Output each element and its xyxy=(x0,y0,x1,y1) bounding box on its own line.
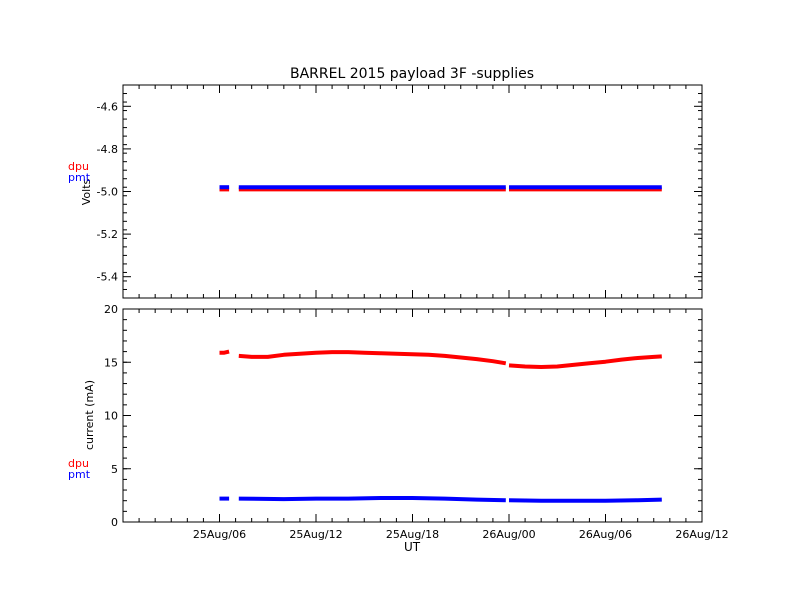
series-pmt-segment xyxy=(238,496,506,503)
series-dpu-segment xyxy=(219,349,230,355)
voltage-panel-frame xyxy=(122,84,703,299)
x-tick-label: 26Aug/06 xyxy=(579,528,632,541)
x-tick-label: 25Aug/06 xyxy=(193,528,246,541)
y-tick-label: -5.4 xyxy=(97,271,118,284)
voltage-legend-pmt: pmt xyxy=(68,171,91,184)
y-tick-label: 0 xyxy=(111,516,118,529)
y-tick-label: -4.8 xyxy=(97,143,118,156)
x-tick-label: 25Aug/18 xyxy=(386,528,439,541)
y-tick-label: 10 xyxy=(104,410,118,423)
series-dpu-segment xyxy=(508,354,662,369)
voltage-y-label: Volts xyxy=(80,178,93,205)
current-legend-dpu: dpu xyxy=(68,457,89,470)
voltage-y-axis: -4.6 -4.8 -5.0 -5.2 -5.4 xyxy=(97,84,702,299)
voltage-series xyxy=(219,185,662,192)
y-tick-label: -4.6 xyxy=(97,100,118,113)
y-tick-label: -5.2 xyxy=(97,228,118,241)
x-axis-label: UT xyxy=(404,540,421,554)
y-tick-label: 5 xyxy=(111,463,118,476)
series-dpu-segment xyxy=(238,350,507,366)
current-panel: 0 5 10 15 20 25Aug/06 25Aug/12 25Aug/18 26Aug/0… xyxy=(68,303,729,554)
current-x-axis: 25Aug/06 25Aug/12 25Aug/18 26Aug/00 26Aug/06… xyxy=(122,309,729,541)
y-tick-label: 20 xyxy=(104,303,118,316)
voltage-x-axis xyxy=(122,85,703,298)
current-panel-frame xyxy=(122,308,703,523)
x-tick-label: 25Aug/12 xyxy=(289,528,342,541)
series-pmt-segment xyxy=(508,497,662,503)
voltage-legend-dpu: dpu xyxy=(68,160,89,173)
x-tick-label: 26Aug/12 xyxy=(675,528,728,541)
current-y-axis: 0 5 10 15 20 xyxy=(104,303,702,529)
chart-title: BARREL 2015 payload 3F -supplies xyxy=(290,66,534,82)
x-tick-label: 26Aug/00 xyxy=(482,528,535,541)
y-tick-label: -5.0 xyxy=(97,186,118,199)
current-series xyxy=(219,349,662,503)
voltage-panel: -4.6 -4.8 -5.0 -5.2 -5.4 Volts dpu pmt xyxy=(68,84,703,299)
current-y-label: current (mA) xyxy=(83,380,96,450)
y-tick-label: 15 xyxy=(104,356,118,369)
current-legend-pmt: pmt xyxy=(68,468,91,481)
